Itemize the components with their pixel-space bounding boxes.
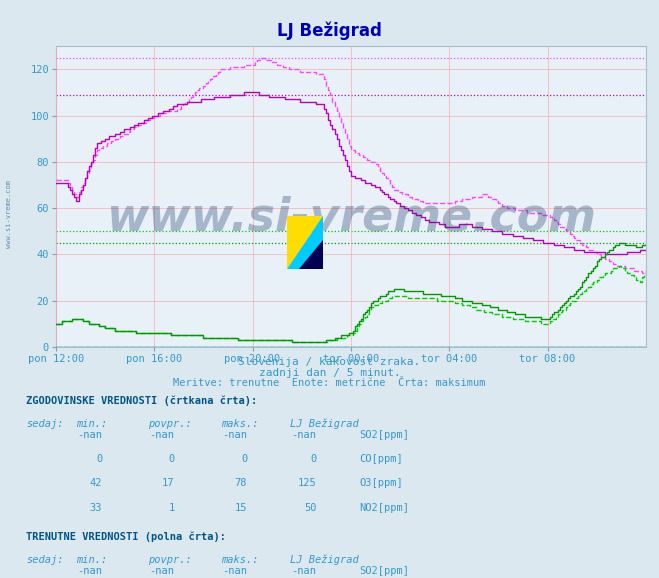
Text: -nan: -nan <box>291 566 316 576</box>
Text: zadnji dan / 5 minut.: zadnji dan / 5 minut. <box>258 368 401 377</box>
Text: sedaj:: sedaj: <box>26 555 64 565</box>
Text: 0: 0 <box>169 454 175 464</box>
Text: SO2[ppm]: SO2[ppm] <box>359 566 409 576</box>
Text: SO2[ppm]: SO2[ppm] <box>359 430 409 440</box>
Text: -nan: -nan <box>291 430 316 440</box>
Text: 50: 50 <box>304 503 316 513</box>
Text: povpr.:: povpr.: <box>148 555 192 565</box>
Text: 78: 78 <box>235 479 247 488</box>
Text: povpr.:: povpr.: <box>148 419 192 429</box>
Text: 0: 0 <box>96 454 102 464</box>
Text: www.si-vreme.com: www.si-vreme.com <box>5 180 12 248</box>
Text: -nan: -nan <box>222 430 247 440</box>
Text: 125: 125 <box>298 479 316 488</box>
Text: -nan: -nan <box>77 566 102 576</box>
Text: min.:: min.: <box>76 555 107 565</box>
Text: 42: 42 <box>90 479 102 488</box>
Text: 33: 33 <box>90 503 102 513</box>
Polygon shape <box>299 239 323 269</box>
Text: CO[ppm]: CO[ppm] <box>359 454 403 464</box>
Polygon shape <box>287 216 323 269</box>
Text: 1: 1 <box>169 503 175 513</box>
Text: -nan: -nan <box>150 430 175 440</box>
Text: min.:: min.: <box>76 419 107 429</box>
Text: -nan: -nan <box>77 430 102 440</box>
Text: LJ Bežigrad: LJ Bežigrad <box>277 22 382 40</box>
Text: 17: 17 <box>162 479 175 488</box>
Text: 0: 0 <box>310 454 316 464</box>
Text: LJ Bežigrad: LJ Bežigrad <box>290 555 358 565</box>
Text: 0: 0 <box>241 454 247 464</box>
Text: maks.:: maks.: <box>221 419 258 429</box>
Text: ZGODOVINSKE VREDNOSTI (črtkana črta):: ZGODOVINSKE VREDNOSTI (črtkana črta): <box>26 396 258 406</box>
Polygon shape <box>287 216 323 269</box>
Text: Slovenija / kakovost zraka.: Slovenija / kakovost zraka. <box>239 357 420 367</box>
Text: -nan: -nan <box>150 566 175 576</box>
Text: www.si-vreme.com: www.si-vreme.com <box>106 195 596 240</box>
Text: TRENUTNE VREDNOSTI (polna črta):: TRENUTNE VREDNOSTI (polna črta): <box>26 532 226 542</box>
Text: LJ Bežigrad: LJ Bežigrad <box>290 419 358 429</box>
Text: sedaj:: sedaj: <box>26 419 64 429</box>
Text: 15: 15 <box>235 503 247 513</box>
Text: O3[ppm]: O3[ppm] <box>359 479 403 488</box>
Text: maks.:: maks.: <box>221 555 258 565</box>
Text: Meritve: trenutne  Enote: metrične  Črta: maksimum: Meritve: trenutne Enote: metrične Črta: … <box>173 378 486 388</box>
Text: -nan: -nan <box>222 566 247 576</box>
Text: NO2[ppm]: NO2[ppm] <box>359 503 409 513</box>
